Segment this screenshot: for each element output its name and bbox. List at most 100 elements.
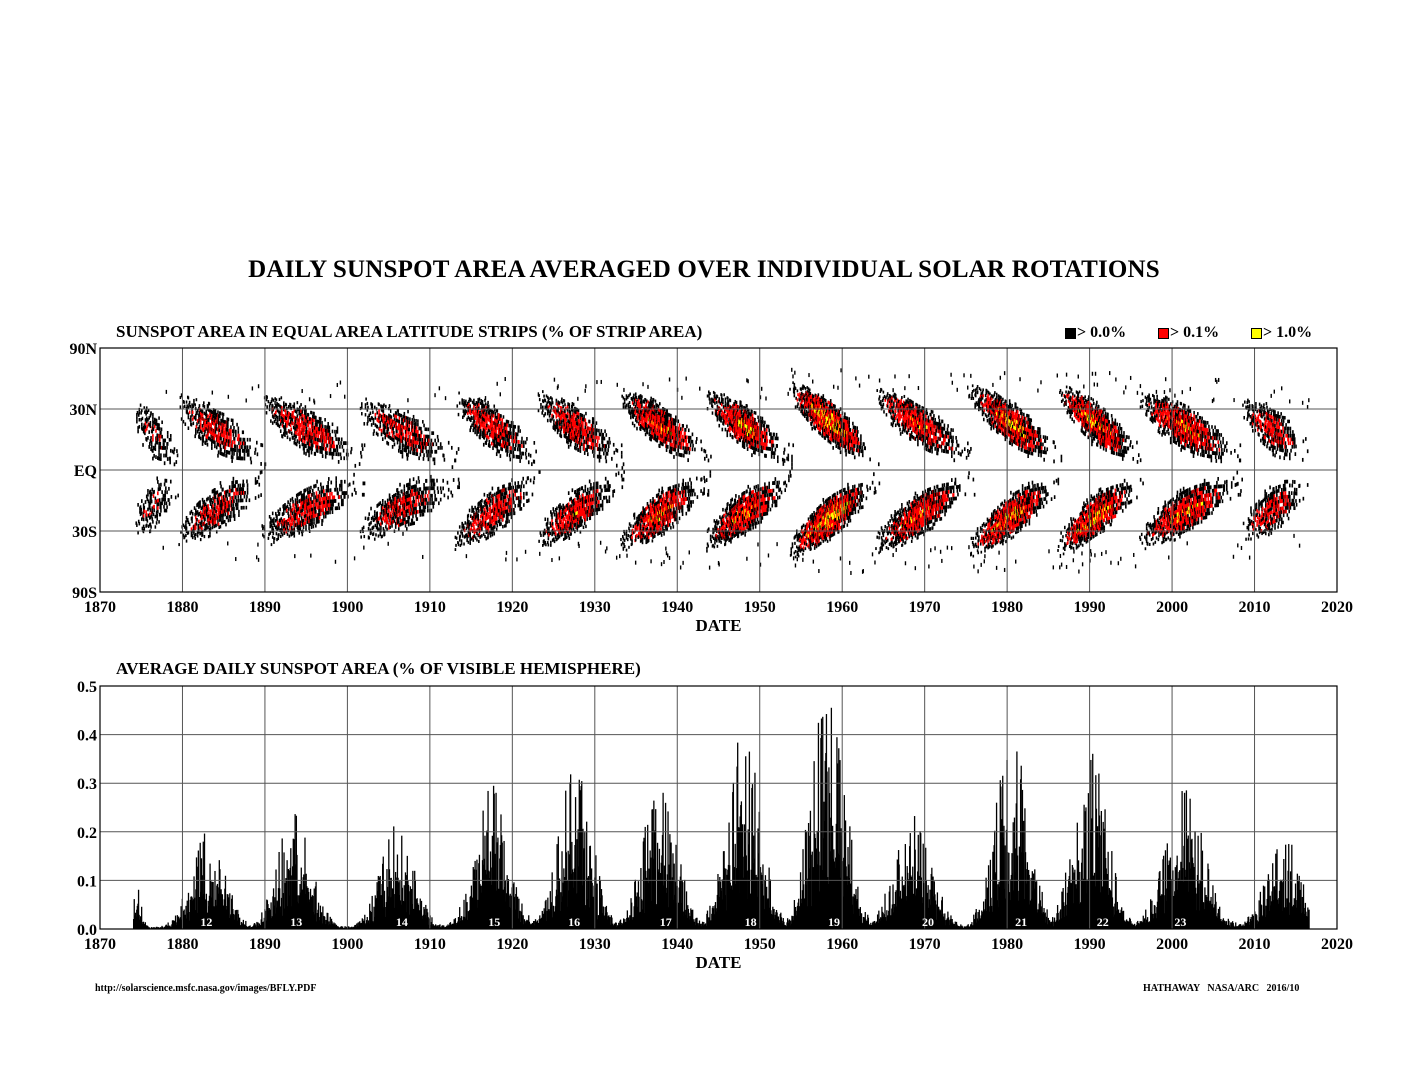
butterfly-cell bbox=[316, 479, 318, 484]
butterfly-cell bbox=[412, 503, 414, 508]
butterfly-cell bbox=[390, 506, 393, 511]
butterfly-cell bbox=[177, 493, 179, 498]
butterfly-cell bbox=[211, 442, 213, 447]
butterfly-cell bbox=[238, 456, 241, 461]
butterfly-cell bbox=[194, 417, 197, 421]
butterfly-cell bbox=[286, 525, 289, 530]
butterfly-cell bbox=[316, 506, 318, 510]
butterfly-cell bbox=[279, 422, 282, 426]
butterfly-cell bbox=[407, 490, 409, 495]
butterfly-cell bbox=[209, 510, 211, 514]
butterfly-cell bbox=[304, 405, 307, 409]
butterfly-cell bbox=[477, 523, 480, 528]
butterfly-cell bbox=[145, 416, 148, 420]
butterfly-cell bbox=[407, 519, 410, 524]
butterfly-cell bbox=[296, 515, 299, 519]
butterfly-cell bbox=[554, 427, 556, 432]
butterfly-cell bbox=[299, 444, 301, 449]
butterfly-cell bbox=[404, 491, 406, 496]
butterfly-cell bbox=[152, 416, 154, 420]
butterfly-cell bbox=[239, 498, 241, 503]
butterfly-cell bbox=[298, 517, 301, 522]
butterfly-cell bbox=[493, 515, 496, 519]
butterfly-cell bbox=[308, 486, 310, 491]
butterfly-cell bbox=[476, 428, 478, 433]
butterfly-cell bbox=[542, 399, 545, 404]
butterfly-cell bbox=[145, 412, 147, 416]
butterfly-cell bbox=[201, 529, 204, 534]
butterfly-cell bbox=[562, 521, 564, 526]
butterfly-cell bbox=[520, 484, 523, 489]
butterfly-cell bbox=[550, 403, 553, 407]
butterfly-cell bbox=[193, 506, 196, 510]
butterfly-cell bbox=[270, 520, 272, 525]
butterfly-cell bbox=[281, 434, 284, 439]
butterfly-cell bbox=[477, 412, 480, 417]
butterfly-cell bbox=[567, 433, 570, 438]
butterfly-cell bbox=[145, 523, 148, 527]
butterfly-cell bbox=[236, 452, 238, 457]
butterfly-cell bbox=[412, 428, 414, 433]
butterfly-cell bbox=[548, 526, 550, 530]
butterfly-cell bbox=[297, 408, 300, 412]
butterfly-cell bbox=[490, 416, 493, 420]
butterfly-cell bbox=[541, 411, 543, 415]
butterfly-cell bbox=[476, 415, 479, 419]
butterfly-cell bbox=[236, 448, 238, 453]
butterfly-cell bbox=[571, 433, 574, 437]
butterfly-cell bbox=[515, 496, 518, 501]
butterfly-cell bbox=[458, 391, 460, 395]
butterfly-cell bbox=[475, 522, 478, 526]
butterfly-cell bbox=[502, 524, 504, 529]
butterfly-cell bbox=[173, 447, 176, 452]
butterfly-cell bbox=[342, 448, 345, 453]
butterfly-cell bbox=[406, 445, 409, 450]
butterfly-cell bbox=[306, 487, 309, 492]
butterfly-cell bbox=[547, 399, 549, 404]
butterfly-cell bbox=[328, 507, 330, 511]
butterfly-cell bbox=[285, 403, 288, 407]
butterfly-cell bbox=[363, 492, 365, 497]
butterfly-cell bbox=[286, 518, 289, 523]
butterfly-cell bbox=[157, 456, 159, 460]
butterfly-cell bbox=[318, 490, 321, 495]
butterfly-cell bbox=[471, 423, 473, 428]
butterfly-cell bbox=[238, 513, 240, 517]
butterfly-cell bbox=[412, 477, 415, 482]
butterfly-cell bbox=[465, 399, 467, 403]
butterfly-cell bbox=[201, 410, 204, 414]
butterfly-cell bbox=[477, 520, 480, 524]
butterfly-cell bbox=[504, 377, 506, 382]
butterfly-cell bbox=[224, 445, 227, 450]
butterfly-cell bbox=[149, 489, 152, 494]
butterfly-cell bbox=[319, 512, 322, 516]
butterfly-cell bbox=[422, 441, 424, 446]
butterfly-cell bbox=[259, 470, 262, 475]
butterfly-cell bbox=[469, 404, 471, 408]
butterfly-cell bbox=[191, 535, 194, 540]
butterfly-cell bbox=[305, 524, 307, 528]
butterfly-cell bbox=[289, 527, 291, 531]
butterfly-cell bbox=[418, 437, 420, 442]
butterfly-cell bbox=[297, 528, 299, 533]
butterfly-cell bbox=[409, 522, 412, 526]
butterfly-cell bbox=[569, 435, 572, 440]
butterfly-cell bbox=[404, 426, 407, 430]
butterfly-cell bbox=[403, 484, 406, 489]
butterfly-cell bbox=[211, 390, 214, 395]
butterfly-cell bbox=[285, 530, 288, 534]
butterfly-cell bbox=[479, 504, 481, 508]
butterfly-cell bbox=[482, 505, 484, 509]
butterfly-cell bbox=[146, 410, 149, 414]
butterfly-cell bbox=[289, 517, 291, 521]
butterfly-cell bbox=[546, 541, 549, 545]
butterfly-cell bbox=[533, 476, 536, 481]
butterfly-cell bbox=[228, 507, 230, 512]
butterfly-cell bbox=[412, 414, 415, 419]
butterfly-cell bbox=[405, 495, 407, 499]
butterfly-cell bbox=[576, 408, 579, 412]
butterfly-cell bbox=[327, 480, 329, 485]
butterfly-cell bbox=[481, 400, 484, 404]
butterfly-cell bbox=[424, 427, 427, 431]
butterfly-cell bbox=[206, 438, 208, 443]
